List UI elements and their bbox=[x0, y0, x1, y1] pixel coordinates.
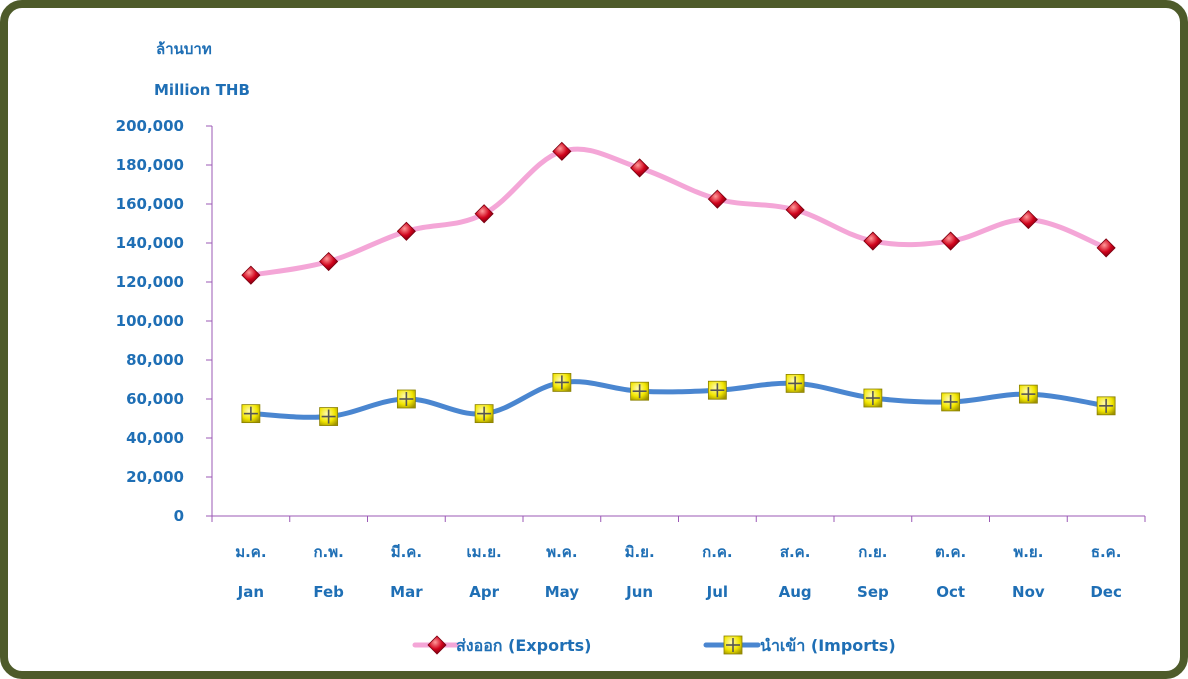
x-tick-label-english: Apr bbox=[469, 583, 499, 601]
imports-point-dec bbox=[1096, 396, 1116, 416]
y-tick-label: 200,000 bbox=[116, 117, 184, 135]
exports-point-feb bbox=[319, 251, 339, 272]
series-lines bbox=[248, 146, 1109, 420]
x-tick-label-english: Sep bbox=[857, 583, 889, 601]
imports-point-mar bbox=[396, 389, 416, 409]
legend: ส่งออก (Exports) นำเข้า (Imports) bbox=[412, 635, 896, 655]
x-tick-label-thai: มี.ค. bbox=[391, 543, 422, 561]
legend-item-exports: ส่งออก (Exports) bbox=[412, 635, 591, 655]
exports-point-jul bbox=[707, 189, 727, 209]
y-tick-label: 160,000 bbox=[116, 195, 184, 213]
x-tick-label-thai: ก.พ. bbox=[313, 543, 343, 561]
exports-point-jun bbox=[630, 158, 650, 178]
imports-point-sep bbox=[863, 388, 883, 408]
legend-marker bbox=[427, 635, 447, 655]
x-tick-label-english: Mar bbox=[390, 583, 423, 601]
exports-point-oct bbox=[941, 231, 961, 251]
exports-point-aug bbox=[785, 200, 805, 220]
exports-point-may bbox=[552, 141, 572, 161]
x-tick-label-thai: มิ.ย. bbox=[625, 543, 655, 561]
y-tick-label: 80,000 bbox=[126, 351, 184, 369]
y-tick-label: 100,000 bbox=[116, 312, 184, 330]
x-tick-label-english: Aug bbox=[779, 583, 812, 601]
exports-point-apr bbox=[474, 204, 494, 224]
exports-point-jan bbox=[241, 265, 261, 285]
y-axis-label-english: Million THB bbox=[154, 81, 250, 99]
imports-point-jul bbox=[707, 380, 727, 400]
x-tick-label-thai: ม.ค. bbox=[235, 543, 266, 561]
x-tick-label-english: Feb bbox=[313, 583, 344, 601]
imports-point-feb bbox=[319, 407, 339, 426]
axes: 0 20,000 40,000 60,000 80,000 100,000 120,000 1… bbox=[116, 117, 1146, 601]
imports-point-may bbox=[552, 373, 572, 392]
x-tick-label-english: Jan bbox=[237, 583, 264, 601]
legend-marker bbox=[723, 635, 743, 655]
y-tick-label: 0 bbox=[174, 507, 184, 525]
y-tick-label: 180,000 bbox=[116, 156, 184, 174]
x-tick-label-english: Jul bbox=[706, 583, 728, 601]
x-tick-label-english: Oct bbox=[936, 583, 965, 601]
x-tick-label-english: May bbox=[545, 583, 580, 601]
legend-label: นำเข้า (Imports) bbox=[760, 636, 896, 655]
legend-item-imports: นำเข้า (Imports) bbox=[703, 635, 896, 655]
exports-point-sep bbox=[863, 231, 883, 251]
x-tick-label-thai: ธ.ค. bbox=[1091, 543, 1122, 561]
y-tick-label: 60,000 bbox=[126, 390, 184, 408]
imports-point-jun bbox=[630, 381, 650, 401]
imports-point-aug bbox=[785, 373, 805, 393]
imports-line bbox=[248, 379, 1109, 420]
x-tick-label-thai: ต.ค. bbox=[935, 543, 966, 561]
exports-line bbox=[248, 146, 1109, 278]
x-tick-label-english: Jun bbox=[625, 583, 653, 601]
x-tick-label-thai: ก.ย. bbox=[858, 543, 887, 561]
exports-point-nov bbox=[1018, 210, 1038, 230]
x-tick-label-thai: พ.ค. bbox=[546, 543, 577, 561]
x-tick-label-thai: พ.ย. bbox=[1013, 543, 1043, 561]
x-tick-label-english: Dec bbox=[1090, 583, 1122, 601]
y-axis-label-thai: ล้านบาท bbox=[156, 40, 212, 58]
exports-point-dec bbox=[1096, 238, 1116, 258]
legend-label: ส่งออก (Exports) bbox=[456, 636, 591, 655]
y-tick-label: 20,000 bbox=[126, 468, 184, 486]
x-tick-label-thai: เม.ย. bbox=[467, 543, 502, 561]
x-tick-label-english: Nov bbox=[1012, 583, 1045, 601]
series-markers bbox=[241, 141, 1116, 426]
y-tick-label: 120,000 bbox=[116, 273, 184, 291]
imports-point-jan bbox=[241, 404, 261, 424]
y-tick-label: 140,000 bbox=[116, 234, 184, 252]
exports-point-mar bbox=[396, 221, 416, 241]
y-tick-label: 40,000 bbox=[126, 429, 184, 447]
imports-point-nov bbox=[1018, 384, 1038, 404]
imports-point-oct bbox=[941, 392, 961, 412]
x-tick-label-thai: ส.ค. bbox=[780, 543, 811, 561]
imports-point-apr bbox=[474, 404, 494, 424]
x-tick-label-thai: ก.ค. bbox=[702, 543, 733, 561]
